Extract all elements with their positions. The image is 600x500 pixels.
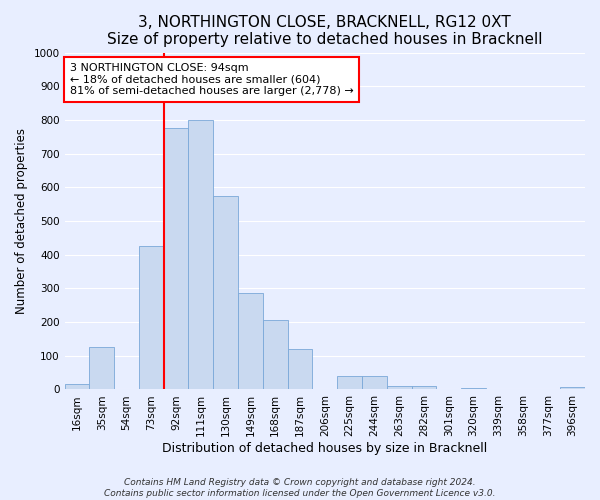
X-axis label: Distribution of detached houses by size in Bracknell: Distribution of detached houses by size … <box>162 442 487 455</box>
Y-axis label: Number of detached properties: Number of detached properties <box>15 128 28 314</box>
Bar <box>65 384 89 390</box>
Bar <box>238 294 263 390</box>
Bar <box>337 376 362 390</box>
Bar <box>461 388 486 390</box>
Bar <box>362 376 387 390</box>
Bar <box>213 196 238 390</box>
Bar <box>89 348 114 390</box>
Bar <box>287 349 313 390</box>
Bar <box>263 320 287 390</box>
Bar <box>412 386 436 390</box>
Text: 3 NORTHINGTON CLOSE: 94sqm
← 18% of detached houses are smaller (604)
81% of sem: 3 NORTHINGTON CLOSE: 94sqm ← 18% of deta… <box>70 63 353 96</box>
Bar <box>139 246 164 390</box>
Bar <box>560 387 585 390</box>
Title: 3, NORTHINGTON CLOSE, BRACKNELL, RG12 0XT
Size of property relative to detached : 3, NORTHINGTON CLOSE, BRACKNELL, RG12 0X… <box>107 15 542 48</box>
Text: Contains HM Land Registry data © Crown copyright and database right 2024.
Contai: Contains HM Land Registry data © Crown c… <box>104 478 496 498</box>
Bar <box>188 120 213 390</box>
Bar <box>164 128 188 390</box>
Bar <box>387 386 412 390</box>
